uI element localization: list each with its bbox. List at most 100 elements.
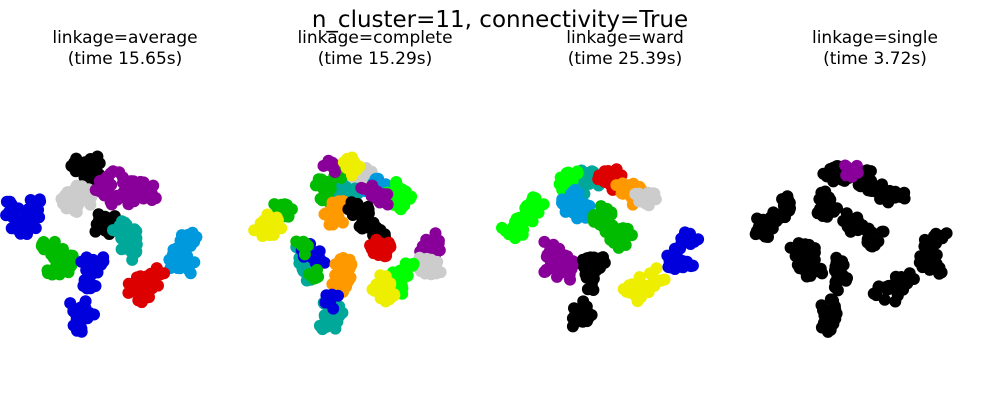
scatter-point xyxy=(152,279,164,292)
scatter-point xyxy=(357,182,370,195)
panel-ward: linkage=ward (time 25.39s) xyxy=(496,28,705,333)
scatter-point xyxy=(69,320,82,333)
scatter-point xyxy=(137,176,150,189)
scatter-point xyxy=(784,202,796,215)
scatter-point xyxy=(327,218,339,231)
scatter-point xyxy=(681,255,693,268)
panel-title-line2: (time 15.29s) xyxy=(318,49,433,69)
scatter-point xyxy=(431,255,444,268)
cluster-bottom-black xyxy=(566,295,598,333)
scatter-point xyxy=(336,306,349,319)
scatter-point xyxy=(332,195,345,208)
scatter-point xyxy=(399,257,412,270)
scatter-point xyxy=(547,238,560,251)
scatter-point xyxy=(97,255,110,268)
scatter-point xyxy=(5,198,18,211)
scatter-point xyxy=(817,316,830,329)
scatter-point xyxy=(429,227,442,240)
scatter-point xyxy=(358,171,370,184)
scatter-point xyxy=(776,193,789,206)
scatter-point xyxy=(565,205,578,218)
scatter-point xyxy=(605,206,618,219)
scatter-point xyxy=(558,249,571,262)
cluster-left-arc-lime xyxy=(496,191,550,245)
scatter-point xyxy=(839,159,852,172)
scatter-point xyxy=(374,292,387,305)
cluster-all-black xyxy=(749,160,953,338)
scatter-point xyxy=(554,171,567,184)
cluster-top-right-purple xyxy=(89,165,162,211)
scatter-point xyxy=(418,253,431,266)
scatter-point xyxy=(175,229,188,242)
scatter-point xyxy=(675,232,688,245)
cluster-top-gray xyxy=(629,186,662,212)
scatter-point xyxy=(128,223,141,236)
scatter-point xyxy=(173,262,186,275)
panel-average: linkage=average (time 15.65s) xyxy=(0,28,203,338)
scatter-point xyxy=(44,242,57,255)
scatter-point xyxy=(556,196,568,209)
scatter-point xyxy=(336,216,349,229)
scatter-point xyxy=(372,223,385,236)
scatter-point xyxy=(833,260,846,273)
cluster-stray-purple xyxy=(839,159,864,183)
scatter-point xyxy=(605,232,618,245)
scatter-point xyxy=(390,176,403,188)
scatter-point xyxy=(126,188,139,201)
scatter-point xyxy=(515,221,528,234)
scatter-point xyxy=(21,214,33,227)
scatter-point xyxy=(29,197,42,210)
scatter-point xyxy=(618,235,631,248)
cluster-right-sky xyxy=(163,226,203,280)
cluster-mid-blue xyxy=(75,251,110,295)
scatter-point xyxy=(61,263,74,275)
scatter-point xyxy=(33,211,46,224)
scatter-point xyxy=(126,253,139,266)
scatter-point xyxy=(930,237,942,250)
scatter-point xyxy=(334,253,347,266)
scatter-point xyxy=(271,201,284,214)
cluster-mid-black xyxy=(576,251,611,296)
cluster-left-arc xyxy=(0,193,47,240)
panel-title-line2: (time 3.72s) xyxy=(823,49,927,69)
scatter-point xyxy=(527,191,539,204)
figure-suptitle: n_cluster=11, connectivity=True xyxy=(312,7,688,33)
scatter-point xyxy=(894,191,907,203)
scatter-point xyxy=(824,193,837,206)
scatter-point xyxy=(149,192,162,205)
scatter-point xyxy=(864,233,877,246)
panel-complete: linkage=complete (time 15.29s) xyxy=(248,28,453,336)
scatter-point xyxy=(346,160,359,173)
scatter-point xyxy=(358,207,370,220)
scatter-point xyxy=(930,257,943,270)
scatter-point xyxy=(808,262,821,275)
panel-single: linkage=single (time 3.72s) xyxy=(749,28,953,338)
scatter-point xyxy=(319,296,332,309)
scatter-point xyxy=(345,196,358,209)
scatter-point xyxy=(370,185,383,198)
scatter-point xyxy=(817,201,830,214)
scatter-point xyxy=(163,253,176,266)
scatter-point xyxy=(104,195,117,208)
scatter-point xyxy=(324,208,336,221)
scatter-point xyxy=(84,198,97,211)
scatter-point xyxy=(329,166,341,178)
scatter-point xyxy=(340,180,352,193)
cluster-left-arc-yellow xyxy=(248,208,288,242)
scatter-point xyxy=(616,187,629,200)
cluster-center-teal xyxy=(107,215,143,266)
scatter-point xyxy=(303,268,316,281)
scatter-point xyxy=(64,249,77,262)
scatter-point xyxy=(767,206,780,219)
scatter-plot-average xyxy=(0,150,203,338)
scatter-point xyxy=(383,293,396,306)
scatter-point xyxy=(793,262,806,275)
cluster-bottom-yellow xyxy=(617,262,671,308)
cluster-center-green xyxy=(587,200,638,254)
cluster-bottom-blue xyxy=(64,295,100,338)
scatter-point xyxy=(360,221,373,234)
scatter-point xyxy=(581,283,594,296)
cluster-bottom-red xyxy=(122,262,171,309)
scatter-point xyxy=(341,276,354,289)
scatter-point xyxy=(808,242,821,255)
